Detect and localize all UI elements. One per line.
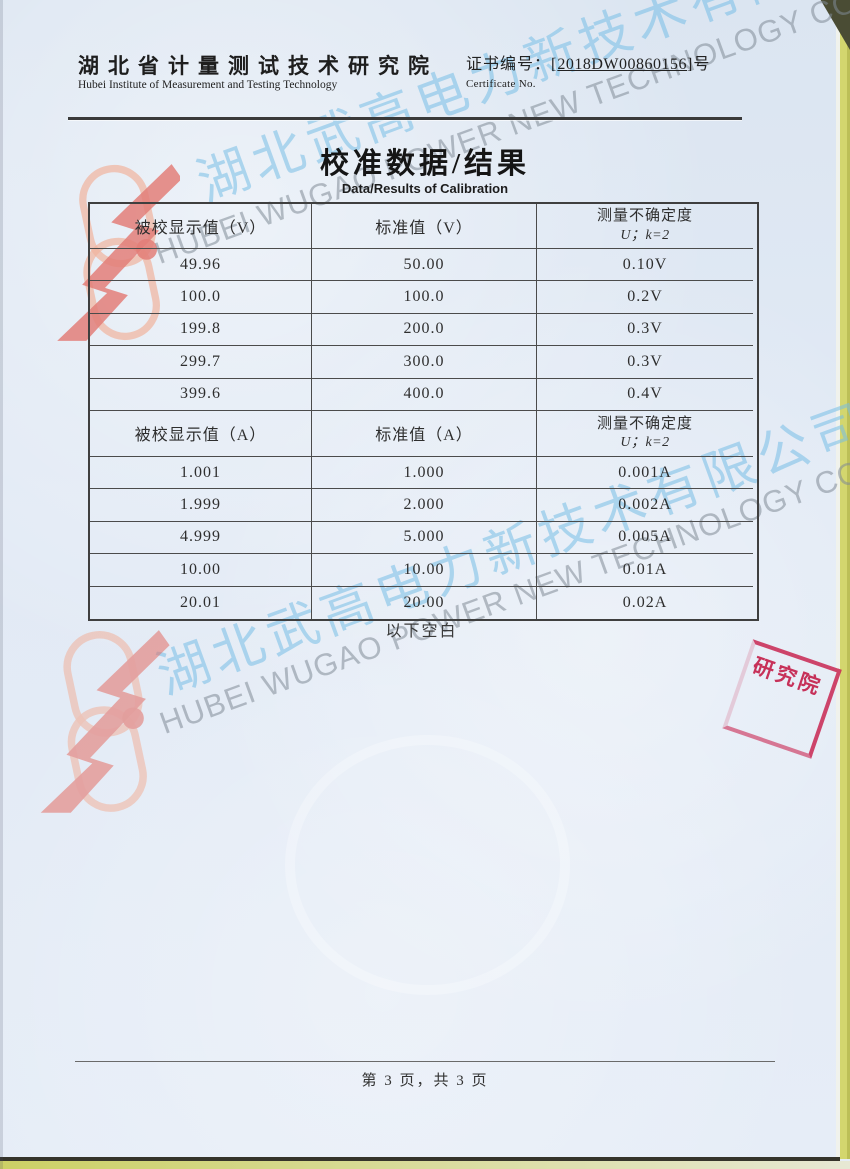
table-cell: 300.0: [312, 346, 537, 379]
table-cell: 400.0: [312, 378, 537, 411]
red-stamp: 研究院: [722, 639, 842, 759]
table-cell: 10.00: [312, 554, 537, 587]
lightning-logo-icon: [57, 164, 180, 341]
scan-edge-bottom: [0, 1161, 850, 1169]
uncertainty-header-line2: U；k=2: [620, 227, 670, 243]
table-cell: 4.999: [90, 521, 312, 555]
table-cell: 0.005A: [537, 522, 753, 555]
certificate-number-line: 证书编号：[2018DW00860156]号: [466, 50, 710, 74]
certificate-bracket-open: [: [551, 56, 558, 73]
table-cell: 1.001: [90, 456, 312, 490]
column-header-uncertainty-a: 测量不确定度 U；k=2: [537, 411, 753, 457]
org-name-cn: 湖北省计量测试技术研究院: [78, 54, 438, 78]
table-cell: 100.0: [90, 281, 312, 314]
table-cell: 49.96: [90, 249, 312, 282]
certificate-suffix: 号: [693, 56, 711, 73]
certificate-bracket-close: ]: [687, 56, 694, 73]
calibration-table: 被校显示值（V） 标准值（V） 测量不确定度 U；k=2 49.96 50.00…: [88, 202, 759, 621]
table-cell: 10.00: [90, 554, 312, 587]
page-number: 第 3 页，共 3 页: [361, 1073, 489, 1089]
scan-edge-left: [0, 0, 3, 1169]
blank-below-note: 以下空白: [385, 623, 458, 640]
table-cell: 0.3V: [537, 314, 753, 347]
stamp-text: 研究院: [749, 653, 826, 700]
column-header-uncertainty-v: 测量不确定度 U；k=2: [537, 204, 753, 249]
table-cell: 200.0: [312, 313, 537, 347]
lightning-logo-icon: [40, 630, 170, 813]
table-cell: 1.000: [312, 456, 537, 490]
table-cell: 0.2V: [537, 281, 753, 314]
table-cell: 5.000: [312, 521, 537, 555]
table-cell: 20.00: [312, 586, 537, 619]
table-cell: 299.7: [90, 346, 312, 379]
column-header-display-a: 被校显示值（A）: [90, 410, 312, 457]
scan-paper-bottom-edge: [0, 1157, 840, 1161]
certificate-block: 证书编号：[2018DW00860156]号 Certificate No.: [466, 50, 710, 90]
embossed-seal: [285, 735, 570, 995]
certificate-label: 证书编号：: [466, 56, 552, 73]
scan-edge-right: [836, 0, 850, 1159]
header-divider: [68, 117, 742, 120]
page-title-en: Data/Results of Calibration: [341, 181, 509, 196]
footer-divider: [75, 1061, 775, 1063]
table-cell: 0.02A: [622, 593, 668, 611]
uncertainty-header-line2: U；k=2: [620, 435, 670, 451]
table-cell: 100.0: [312, 281, 537, 314]
table-cell: 0.10V: [537, 249, 753, 282]
table-cell: 0.4V: [537, 379, 753, 411]
column-header-standard-a: 标准值（A）: [312, 410, 537, 457]
table-cell: 0.002A: [537, 489, 753, 522]
uncertainty-header-line1: 测量不确定度: [596, 208, 693, 225]
table-cell: 2.000: [312, 489, 537, 522]
table-cell: 1.999: [90, 489, 312, 522]
certificate-label-en: Certificate No.: [466, 78, 536, 90]
page-title-cn: 校准数据/结果: [319, 148, 531, 180]
table-cell: 0.01A: [537, 554, 753, 587]
table-cell: 0.3V: [537, 346, 753, 379]
table-cell: 20.01: [90, 586, 312, 619]
org-name-en: Hubei Institute of Measurement and Testi…: [78, 79, 338, 91]
certificate-number: 2018DW00860156: [557, 56, 687, 73]
column-header-display-v: 被校显示值（V）: [90, 204, 312, 249]
uncertainty-header-line1: 测量不确定度: [596, 415, 693, 432]
column-header-standard-v: 标准值（V）: [312, 204, 537, 249]
table-cell: 50.00: [312, 249, 537, 282]
table-cell: 399.6: [90, 378, 312, 411]
table-cell: 0.001A: [537, 457, 753, 490]
table-cell: 199.8: [90, 313, 312, 347]
